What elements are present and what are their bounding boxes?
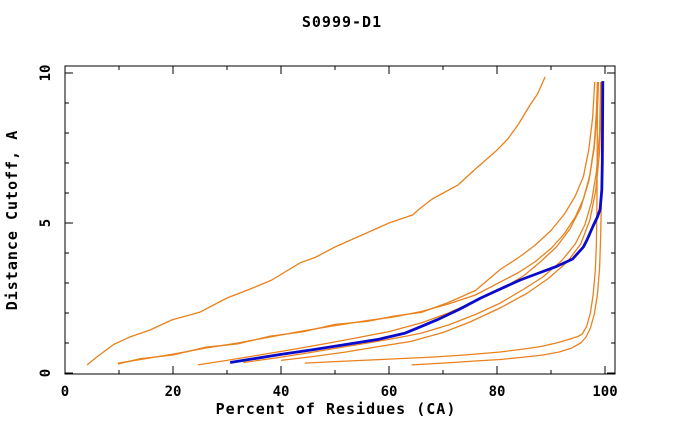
y-tick-label: 5 [38, 219, 54, 227]
axes [64, 65, 616, 375]
y-axis-title: Distance Cutoff, A [3, 130, 21, 311]
curve-orange-left-steep [86, 76, 546, 366]
curve-orange-mid-1 [197, 81, 600, 366]
y-tick-label: 0 [38, 369, 54, 377]
x-tick-label: 100 [592, 384, 617, 400]
x-tick-label: 20 [165, 384, 182, 400]
x-axis-title: Percent of Residues (CA) [216, 400, 457, 418]
x-tick-label: 80 [489, 384, 506, 400]
x-tick-label: 0 [61, 384, 69, 400]
curve-orange-bottom-2 [411, 83, 603, 366]
curve-orange-braid-a [117, 81, 599, 364]
curve-orange-braid-b [117, 81, 596, 365]
x-tick-label: 40 [273, 384, 290, 400]
curve-blue-main [229, 81, 605, 364]
curves [86, 76, 605, 366]
y-tick-label: 10 [38, 65, 54, 82]
curve-orange-bottom-1 [304, 86, 599, 364]
tick-labels: 0 20 40 60 80 100 0 5 10 [38, 65, 618, 400]
x-tick-label: 60 [381, 384, 398, 400]
curve-orange-mid-2 [243, 81, 602, 364]
plot-frame [64, 65, 616, 375]
chart-title: S0999-D1 [302, 13, 382, 31]
